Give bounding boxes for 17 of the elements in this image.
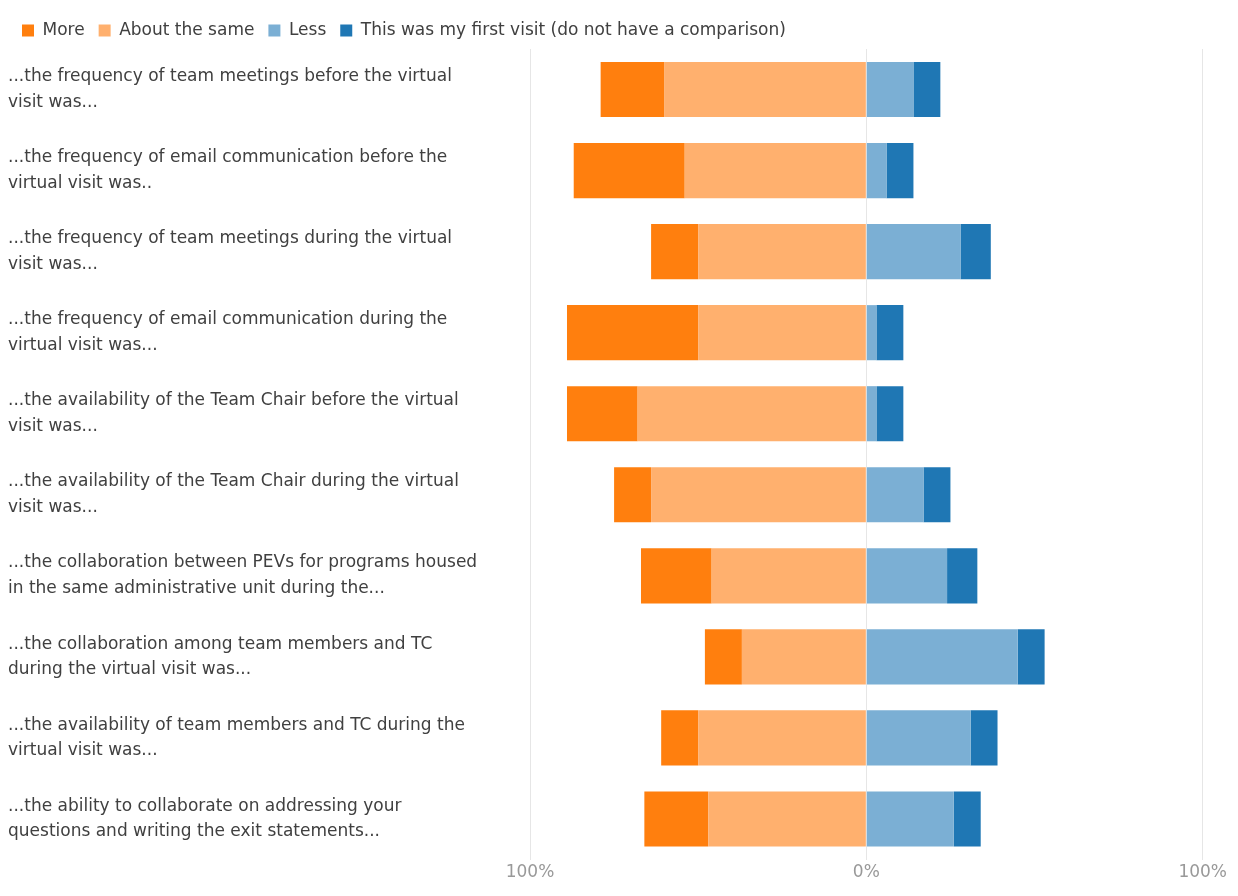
y-tick-label: ...the availability of the Team Chair before the virtual visit was... xyxy=(8,389,459,435)
legend-label: This was my first visit (do not have a comparison) xyxy=(359,18,786,39)
y-tick-label: ...the frequency of team meetings before the virtual visit was... xyxy=(8,65,452,111)
y-tick-label: ...the availability of team members and TC during the virtual visit was... xyxy=(8,713,465,760)
legend-label: More xyxy=(42,18,85,39)
legend-label: Less xyxy=(288,18,327,39)
x-tick-label: 100% xyxy=(1178,861,1227,882)
y-tick-label: ...the collaboration between PEVs for programs housed in the same administrative unit during the... xyxy=(8,551,478,597)
x-tick-label: 100% xyxy=(505,861,555,882)
y-tick-label: ...the frequency of email communication before the virtual visit was.. xyxy=(8,146,448,192)
y-tick-label: ...the frequency of email communication during the virtual visit was... xyxy=(8,308,448,354)
y-tick-label: ...the frequency of team meetings during the virtual visit was... xyxy=(8,227,453,273)
y-tick-label: ...the ability to collaborate on addressing your questions and writing the exit statements... xyxy=(8,794,402,841)
x-tick-label: 0% xyxy=(852,861,880,882)
y-tick-label: ...the collaboration among team members and TC during the virtual visit was... xyxy=(8,632,433,679)
y-tick-label: ...the availability of the Team Chair during the virtual visit was... xyxy=(8,470,459,516)
legend-label: About the same xyxy=(119,18,255,39)
